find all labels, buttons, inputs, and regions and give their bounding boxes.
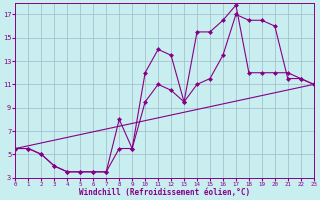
X-axis label: Windchill (Refroidissement éolien,°C): Windchill (Refroidissement éolien,°C)	[79, 188, 250, 197]
